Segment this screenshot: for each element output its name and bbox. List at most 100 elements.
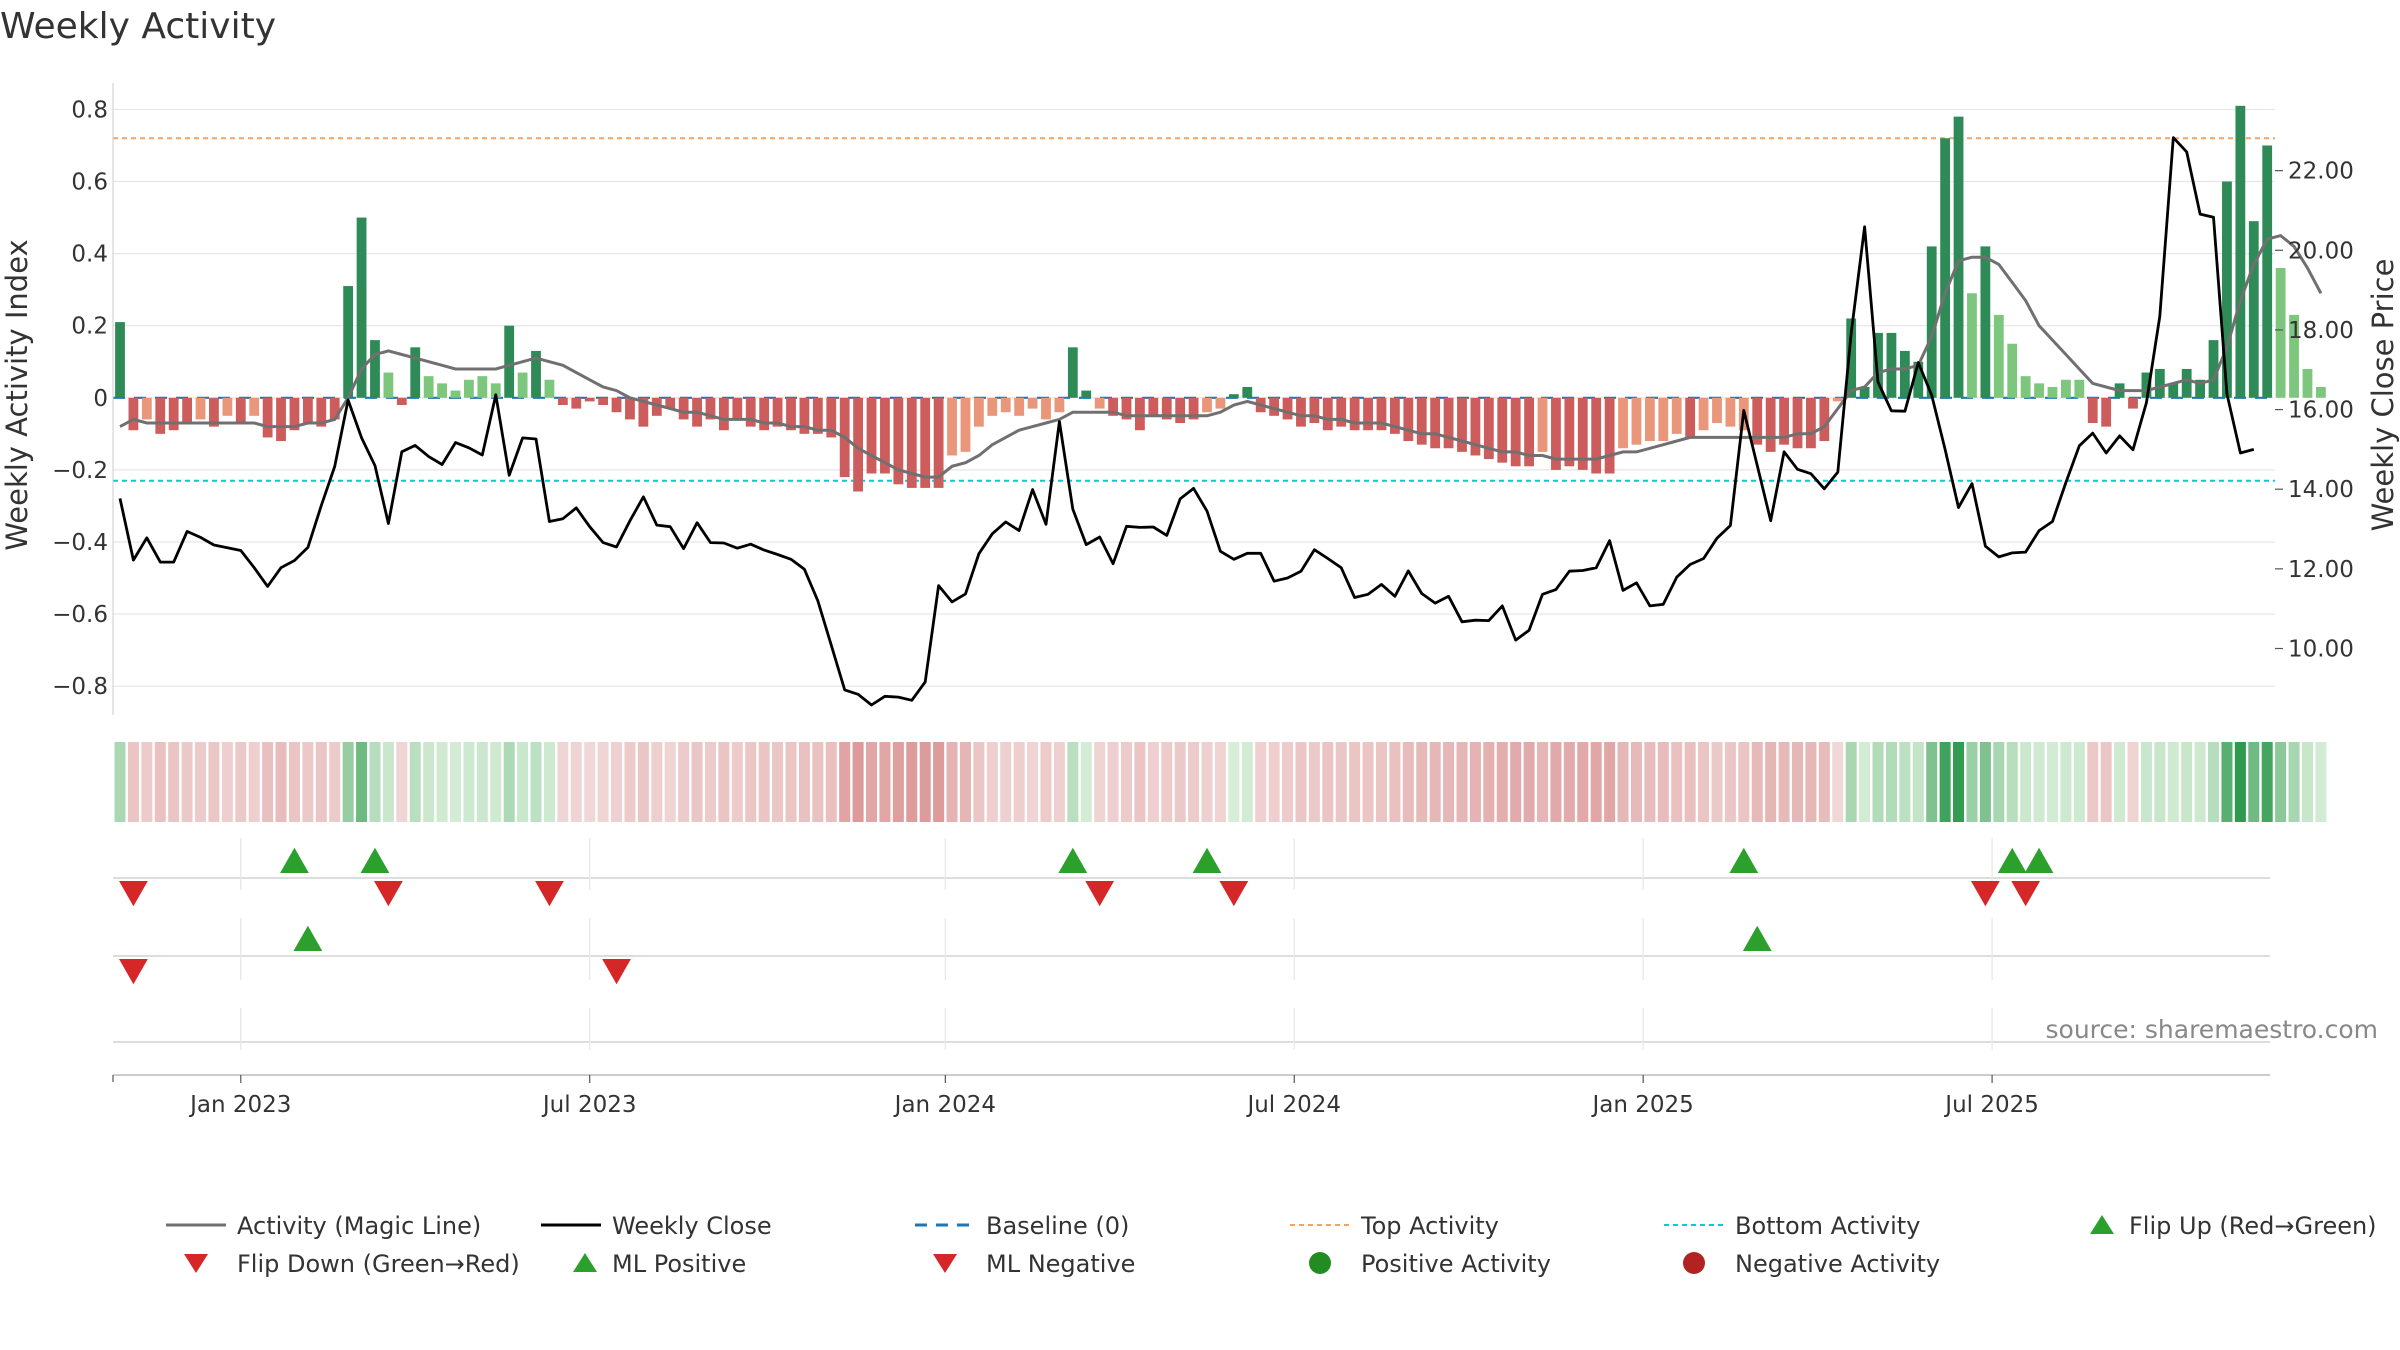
activity-bar — [1242, 386, 1253, 398]
heat-cell — [879, 742, 891, 822]
activity-bar — [665, 397, 676, 409]
heat-cell — [1805, 742, 1817, 822]
heat-cell — [127, 742, 139, 822]
legend-item: Flip Down (Green→Red) — [184, 1250, 520, 1278]
heat-cell — [785, 742, 797, 822]
heat-cell — [1228, 742, 1240, 822]
heat-cell — [1362, 742, 1374, 822]
y-axis-label: Weekly Activity Index — [0, 239, 34, 550]
activity-bar — [960, 397, 971, 452]
activity-bar — [1953, 116, 1964, 398]
legend-item: Top Activity — [1290, 1212, 1499, 1240]
heat-cell — [1751, 742, 1763, 822]
heat-cell — [2154, 742, 2166, 822]
heat-cell — [597, 742, 609, 822]
activity-bar — [1027, 397, 1038, 409]
heat-cell — [1604, 742, 1616, 822]
activity-bar — [1591, 397, 1602, 474]
y2-tick-label: 12.00 — [2288, 557, 2354, 583]
heat-cell — [1201, 742, 1213, 822]
reference-lines — [113, 137, 2275, 482]
heat-cell — [356, 742, 368, 822]
heat-cell — [1523, 742, 1535, 822]
legend-label: Positive Activity — [1361, 1250, 1551, 1278]
y2-axis-label: Weekly Close Price — [2366, 259, 2400, 532]
legend: Activity (Magic Line) Weekly Close Baselin… — [166, 1212, 2377, 1278]
activity-bar — [1014, 397, 1025, 416]
legend-label: Bottom Activity — [1735, 1212, 1920, 1240]
heat-cell — [2167, 742, 2179, 822]
ml-positive-marker — [1742, 925, 1772, 951]
heat-cell — [1966, 742, 1978, 822]
legend-label: ML Positive — [612, 1250, 746, 1278]
x-tick-label: Jan 2025 — [1591, 1092, 1694, 1118]
heat-cell — [409, 742, 421, 822]
legend-label: Weekly Close — [612, 1212, 772, 1240]
activity-bar — [1457, 397, 1467, 452]
activity-bar — [973, 397, 984, 427]
heat-cell — [1322, 742, 1334, 822]
activity-bar — [2315, 386, 2326, 398]
activity-bar — [678, 397, 689, 420]
heat-cell — [1845, 742, 1857, 822]
activity-bar — [1497, 397, 1508, 463]
heat-cell — [168, 742, 180, 822]
activity-bar — [2141, 372, 2152, 398]
heat-cell — [1791, 742, 1804, 822]
heat-cell — [570, 742, 582, 822]
activity-bar — [1322, 397, 1333, 431]
activity-bar — [1336, 397, 1347, 427]
activity-bar — [1685, 397, 1696, 438]
heat-cell — [1134, 742, 1146, 822]
heat-cell — [1241, 742, 1253, 822]
flip-up-marker — [1997, 847, 2027, 873]
heat-cell — [517, 742, 529, 822]
activity-bar — [289, 397, 300, 431]
heat-cell — [906, 742, 918, 822]
heat-cell — [1469, 742, 1481, 822]
activity-bar — [182, 397, 192, 424]
activity-bar — [1108, 397, 1118, 416]
activity-bar — [302, 397, 313, 424]
activity-bar — [1980, 246, 1991, 398]
heat-cell — [731, 742, 743, 822]
heat-cell — [1939, 742, 1951, 822]
activity-bar — [1806, 397, 1816, 449]
heat-cell — [1496, 742, 1508, 822]
activity-bar — [759, 397, 770, 431]
heat-cell — [449, 742, 462, 822]
heat-cell — [1953, 742, 1965, 822]
heat-cell — [530, 742, 542, 822]
heat-cell — [1000, 742, 1012, 822]
heat-cell — [1349, 742, 1361, 822]
heat-cell — [1214, 742, 1226, 822]
heat-cell — [141, 742, 153, 822]
activity-bars — [115, 105, 2326, 492]
heat-cell — [557, 742, 569, 822]
heat-cell — [490, 742, 502, 822]
activity-bar — [1537, 397, 1548, 452]
heat-cell — [1550, 742, 1562, 822]
heat-cell — [2127, 742, 2139, 822]
activity-bar — [1175, 397, 1186, 424]
legend-label: Flip Down (Green→Red) — [237, 1250, 520, 1278]
activity-bar — [235, 397, 246, 424]
heat-cell — [986, 742, 998, 822]
flip-down-marker — [2011, 881, 2041, 907]
heat-cell — [423, 742, 435, 822]
y2-tick-label: 22.00 — [2288, 159, 2354, 185]
heat-cell — [2248, 742, 2260, 822]
y2-tick-label: 16.00 — [2288, 398, 2354, 424]
activity-bar — [1993, 314, 2004, 398]
activity-bar — [2262, 145, 2273, 398]
heat-cell — [1067, 742, 1079, 822]
activity-bar — [437, 383, 447, 398]
activity-bar — [1644, 397, 1655, 442]
heat-cell — [2087, 742, 2099, 822]
activity-bar — [1658, 397, 1669, 442]
heat-cell — [892, 742, 904, 822]
activity-bar — [1926, 246, 1937, 398]
activity-bar — [2302, 368, 2313, 398]
activity-bar — [1161, 397, 1172, 420]
heat-cell — [1416, 742, 1428, 822]
